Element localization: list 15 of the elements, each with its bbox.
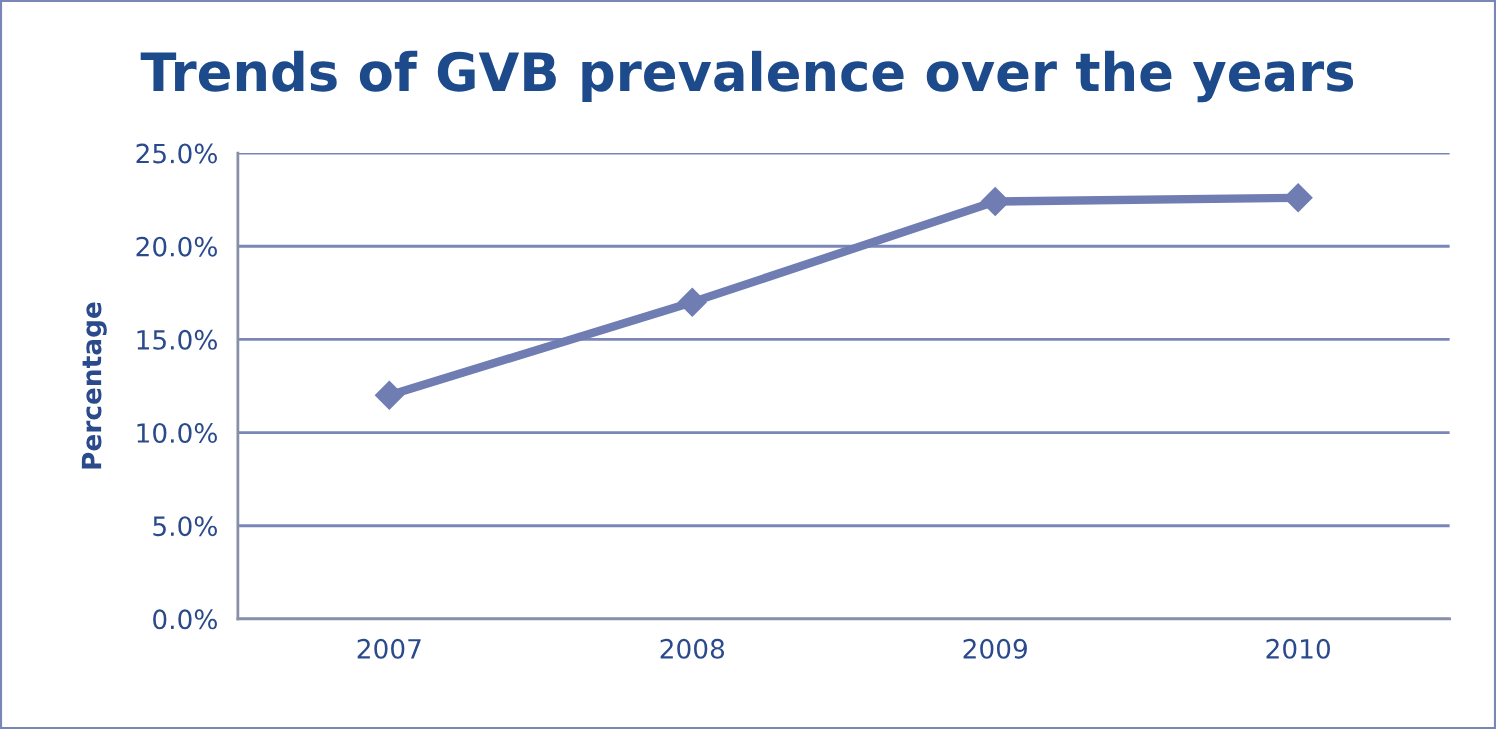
point [374,380,404,410]
x-tick-label: 2009 [963,638,1027,659]
y-tick-label: 25.0% [136,143,217,164]
y-tick-label: 20.0% [136,236,217,257]
y-tick-label: 5.0% [153,516,217,537]
y-axis-title: Percentage [81,302,107,469]
point [677,287,707,317]
y-tick-label: 0.0% [153,609,217,630]
y-tick-label: 15.0% [137,329,217,350]
y-tick-label: 10.0% [137,423,217,443]
x-tick-label: 2007 [357,638,421,659]
x-tick-label: 2010 [1266,638,1330,659]
x-tick-label: 2008 [660,638,725,659]
chart-title: Trends of GVB prevalence over the years [140,50,1354,103]
point [980,187,1010,216]
